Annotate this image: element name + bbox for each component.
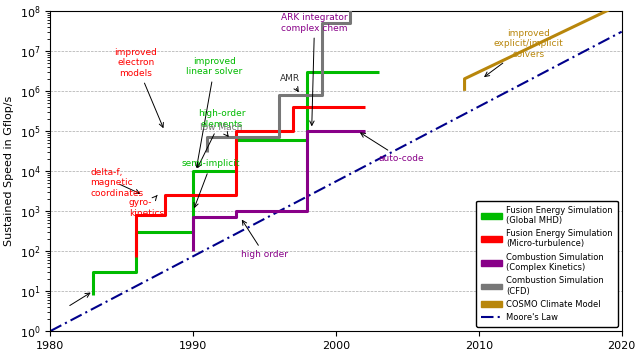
Text: improved
linear solver: improved linear solver xyxy=(186,57,243,167)
Y-axis label: Sustained Speed in Gflop/s: Sustained Speed in Gflop/s xyxy=(4,96,14,246)
Text: delta-f,
magnetic
coordinates: delta-f, magnetic coordinates xyxy=(90,168,143,198)
Text: improved
explicit/implicit
solvers: improved explicit/implicit solvers xyxy=(485,29,564,76)
Text: high-order
elements: high-order elements xyxy=(198,109,245,168)
Text: AMR: AMR xyxy=(280,74,300,92)
Text: semi-implicit: semi-implicit xyxy=(182,159,240,207)
Text: gyro-
kinetics: gyro- kinetics xyxy=(129,195,164,218)
Text: low Mach: low Mach xyxy=(200,123,243,136)
Legend: Fusion Energy Simulation
(Global MHD), Fusion Energy Simulation
(Micro-turbulenc: Fusion Energy Simulation (Global MHD), F… xyxy=(476,201,618,327)
Text: auto-code: auto-code xyxy=(361,133,424,163)
Text: higher
order AMR: higher order AMR xyxy=(0,354,1,355)
Text: improved
electron
models: improved electron models xyxy=(115,48,163,127)
Text: high order: high order xyxy=(241,220,288,260)
Text: ARK integrator
complex chem: ARK integrator complex chem xyxy=(281,13,348,125)
